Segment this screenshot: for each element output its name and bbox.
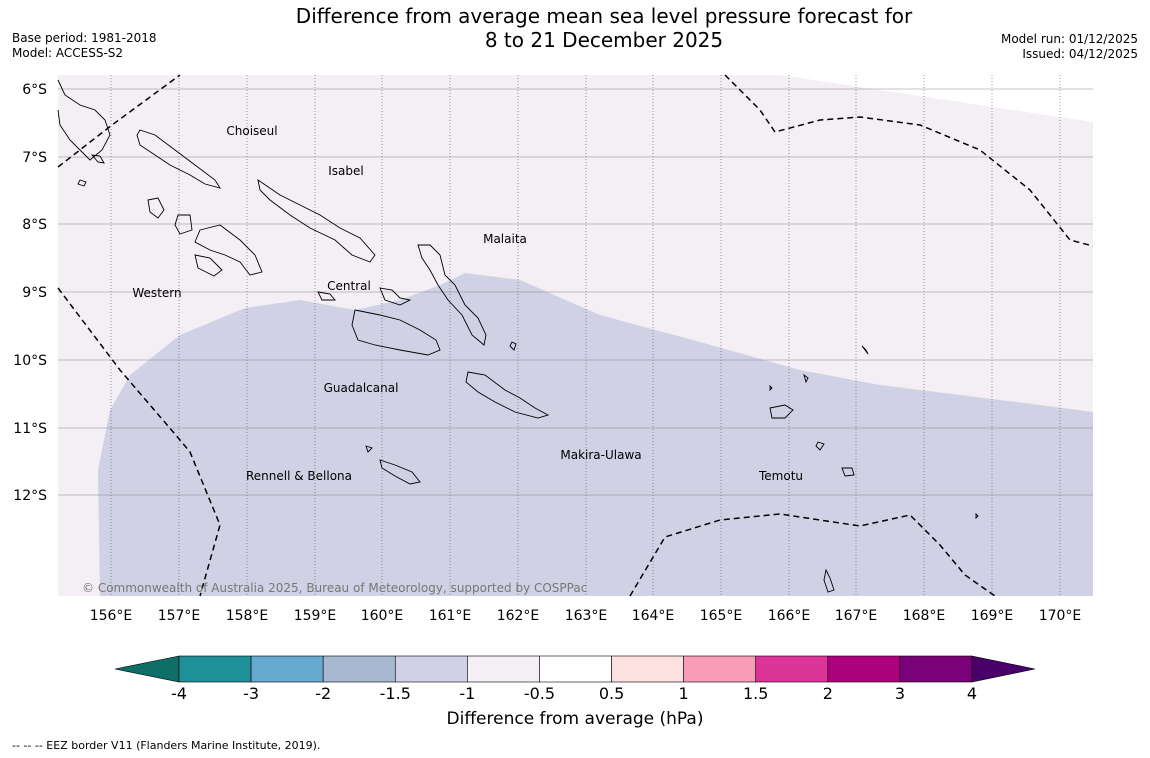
graticule bbox=[58, 75, 1093, 596]
florida-islands bbox=[379, 287, 412, 306]
meta-left: Base period: 1981-2018 Model: ACCESS-S2 bbox=[12, 31, 157, 61]
region-label-makira-ulawa: Makira-Ulawa bbox=[560, 448, 641, 462]
colorbar-cell bbox=[539, 655, 612, 683]
lon-label: 161°E bbox=[429, 608, 472, 624]
region-label-guadalcanal: Guadalcanal bbox=[324, 381, 399, 395]
colorbar-cell bbox=[827, 655, 901, 683]
no-data-strip bbox=[780, 75, 1093, 122]
meta-right: Model run: 01/12/2025 Issued: 04/12/2025 bbox=[1001, 32, 1138, 62]
lon-labels: 156°E 157°E 158°E 159°E 160°E 161°E 162°… bbox=[90, 608, 1082, 624]
model-name: Model: ACCESS-S2 bbox=[12, 46, 124, 60]
colorbar-tick-label: -1 bbox=[459, 684, 475, 703]
eez-borders bbox=[57, 74, 1094, 597]
lon-label: 166°E bbox=[768, 608, 811, 624]
colorbar-tick-label: -1.5 bbox=[380, 684, 411, 703]
colorbar-cell bbox=[178, 655, 252, 683]
eez-border-south-east bbox=[629, 513, 996, 597]
colorbar-cell bbox=[394, 655, 468, 683]
bellona-island bbox=[365, 445, 373, 453]
rennell-island bbox=[379, 459, 421, 485]
region-label-rennell-bellona: Rennell & Bellona bbox=[246, 469, 352, 483]
lon-label: 170°E bbox=[1039, 608, 1082, 624]
lon-label: 168°E bbox=[903, 608, 946, 624]
santa-cruz-island bbox=[769, 404, 794, 419]
lon-label: 160°E bbox=[361, 608, 404, 624]
colorbar-tick-label: 1.5 bbox=[743, 684, 768, 703]
lon-label: 156°E bbox=[90, 608, 133, 624]
lon-label: 164°E bbox=[632, 608, 675, 624]
lon-label: 159°E bbox=[294, 608, 337, 624]
title-line-2: 8 to 21 December 2025 bbox=[484, 28, 724, 52]
anuta-island bbox=[823, 568, 835, 593]
eez-border-north-east bbox=[724, 74, 1094, 247]
lon-label: 169°E bbox=[971, 608, 1014, 624]
colorbar-tick-label: 0.5 bbox=[599, 684, 624, 703]
choiseul-island bbox=[136, 129, 221, 189]
vella-lavella-island bbox=[147, 197, 165, 219]
issued-date: Issued: 04/12/2025 bbox=[1022, 47, 1138, 61]
colorbar-tick-label: 3 bbox=[895, 684, 905, 703]
colorbar-cell bbox=[322, 655, 396, 683]
lat-label: 10°S bbox=[13, 353, 47, 369]
region-label-malaita: Malaita bbox=[483, 232, 527, 246]
anomaly-fill-darker bbox=[98, 273, 1093, 596]
malaita-island bbox=[417, 244, 487, 346]
coastlines bbox=[57, 79, 979, 593]
colorbar-extend-low bbox=[114, 655, 180, 683]
region-label-choiseul: Choiseul bbox=[226, 124, 277, 138]
colorbar-cell bbox=[611, 655, 684, 683]
kolombangara-island bbox=[174, 214, 193, 235]
lat-label: 8°S bbox=[22, 217, 47, 233]
lon-label: 163°E bbox=[565, 608, 608, 624]
lon-label: 158°E bbox=[226, 608, 269, 624]
eez-footnote: -- -- -- EEZ border V11 (Flanders Marine… bbox=[12, 739, 321, 752]
colorbar-cell bbox=[899, 655, 973, 683]
eez-border-south-west bbox=[57, 287, 221, 597]
model-run: Model run: 01/12/2025 bbox=[1000, 32, 1138, 46]
colorbar-cell bbox=[250, 655, 324, 683]
colorbar-tick-label: 1 bbox=[679, 684, 689, 703]
title-line-1: Difference from average mean sea level p… bbox=[295, 4, 913, 28]
lat-label: 11°S bbox=[13, 421, 47, 437]
makira-island bbox=[465, 371, 550, 419]
lon-label: 167°E bbox=[835, 608, 878, 624]
region-label-isabel: Isabel bbox=[328, 164, 363, 178]
region-label-central: Central bbox=[327, 279, 371, 293]
region-label-western: Western bbox=[132, 286, 181, 300]
region-label-temotu: Temotu bbox=[758, 469, 803, 483]
base-period: Base period: 1981-2018 bbox=[12, 31, 157, 45]
new-georgia-island bbox=[194, 224, 263, 276]
lat-labels: 6°S 7°S 8°S 9°S 10°S 11°S 12°S bbox=[13, 82, 47, 504]
rendova-island bbox=[194, 254, 223, 277]
colorbar-tick-label: -3 bbox=[243, 684, 259, 703]
lat-label: 6°S bbox=[22, 82, 47, 98]
colorbar-label: Difference from average (hPa) bbox=[446, 709, 704, 729]
colorbar-tick-label: -0.5 bbox=[524, 684, 555, 703]
lat-label: 9°S bbox=[22, 285, 47, 301]
lat-label: 12°S bbox=[13, 488, 47, 504]
colorbar-tick-label: 2 bbox=[823, 684, 833, 703]
colorbar-tick-label: 4 bbox=[967, 684, 977, 703]
bougainville-coast bbox=[57, 79, 111, 161]
guadalcanal-island bbox=[351, 309, 441, 356]
isabel-island bbox=[257, 179, 376, 263]
colorbar-cell bbox=[755, 655, 829, 683]
colorbar-extend-high bbox=[971, 655, 1036, 683]
lon-label: 165°E bbox=[700, 608, 743, 624]
colorbar-tick-label: -4 bbox=[171, 684, 187, 703]
lat-label: 7°S bbox=[22, 150, 47, 166]
copyright-notice: © Commonwealth of Australia 2025, Bureau… bbox=[82, 581, 587, 595]
lon-label: 162°E bbox=[497, 608, 540, 624]
region-labels: Choiseul Isabel Malaita Western Central … bbox=[132, 124, 803, 483]
colorbar-cell bbox=[467, 655, 540, 683]
colorbar-cell bbox=[683, 655, 757, 683]
colorbar-tick-label: -2 bbox=[315, 684, 331, 703]
page-title: Difference from average mean sea level p… bbox=[0, 4, 1150, 52]
lon-label: 157°E bbox=[158, 608, 201, 624]
eez-border-north-west bbox=[57, 74, 181, 168]
